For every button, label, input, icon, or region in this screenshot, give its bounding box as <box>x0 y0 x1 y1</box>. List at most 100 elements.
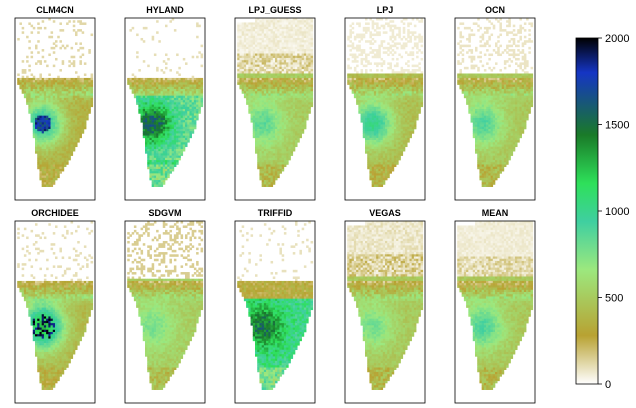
heat-cell <box>347 77 350 81</box>
heat-cell <box>77 137 80 141</box>
heat-cell <box>173 84 177 88</box>
heat-cell <box>398 95 401 99</box>
heat-cell <box>21 75 25 79</box>
heat-cell <box>292 66 296 70</box>
heat-cell <box>153 148 157 152</box>
heat-cell <box>261 153 265 156</box>
heat-cell <box>248 29 251 32</box>
heat-cell <box>133 75 137 79</box>
heat-cell <box>310 18 314 21</box>
heat-cell <box>41 128 45 132</box>
heat-cell <box>286 60 289 63</box>
heat-cell <box>147 128 150 132</box>
heat-cell <box>156 109 159 112</box>
heat-cell <box>279 151 282 154</box>
heat-cell <box>43 146 47 150</box>
heat-cell <box>400 55 404 59</box>
heat-cell <box>290 73 294 77</box>
heat-cell <box>310 60 314 63</box>
heat-cell <box>277 91 280 94</box>
heat-cell <box>257 29 260 32</box>
heat-cell <box>147 115 150 119</box>
heat-cell <box>301 126 305 130</box>
heat-cell <box>272 80 276 83</box>
heat-cell <box>272 44 276 48</box>
heat-cell <box>261 93 265 96</box>
heat-cell <box>306 35 309 39</box>
heat-cell <box>41 140 45 143</box>
heat-cell <box>171 113 175 116</box>
heat-cell <box>39 89 42 92</box>
heat-cell <box>158 177 161 181</box>
heat-cell <box>61 82 65 85</box>
heat-cell <box>286 135 289 139</box>
heat-cell <box>173 86 177 90</box>
heat-cell <box>48 133 51 136</box>
heat-cell <box>169 135 172 139</box>
heat-cell <box>142 106 146 110</box>
heat-cell <box>63 124 67 128</box>
heat-cell <box>178 157 181 161</box>
heat-cell <box>259 35 262 39</box>
heat-cell <box>173 89 177 92</box>
heat-cell <box>52 115 56 119</box>
heat-cell <box>48 180 51 183</box>
heat-cell <box>46 180 49 183</box>
heat-cell <box>252 131 256 134</box>
heat-cell <box>48 175 51 179</box>
heat-cell <box>261 111 265 114</box>
heat-cell <box>63 140 67 143</box>
heat-cell <box>66 97 69 101</box>
heat-cell <box>160 133 164 136</box>
heat-cell <box>165 77 168 81</box>
heat-cell <box>158 104 161 108</box>
heat-cell <box>255 140 258 143</box>
heat-cell <box>268 102 271 105</box>
heat-cell <box>48 77 51 81</box>
heat-cell <box>246 42 249 45</box>
heat-cell <box>167 137 170 141</box>
heat-cell <box>171 160 175 163</box>
heat-cell <box>299 71 302 74</box>
heat-cell <box>66 137 69 141</box>
heat-cell <box>189 95 192 99</box>
heat-cell <box>198 109 201 112</box>
heat-cell <box>268 131 271 134</box>
heat-cell <box>167 120 170 123</box>
heat-cell <box>270 40 274 43</box>
heat-cell <box>277 102 280 105</box>
heat-cell <box>288 137 291 141</box>
heat-cell <box>252 80 256 83</box>
heat-cell <box>257 44 260 48</box>
panel-clm4cn: CLM4CN <box>14 5 96 201</box>
heat-cell <box>400 75 404 79</box>
heat-cell <box>286 102 289 105</box>
heat-cell <box>66 126 69 130</box>
heat-cell <box>196 106 199 110</box>
heat-cell <box>263 95 267 99</box>
heat-cell <box>299 18 302 21</box>
heat-cell <box>257 57 260 61</box>
heat-cell <box>259 124 262 128</box>
heat-cell <box>290 86 294 90</box>
heat-cell <box>261 173 265 176</box>
heat-cell <box>272 160 276 163</box>
heat-cell <box>277 37 280 41</box>
heat-cell <box>409 77 412 81</box>
heat-cell <box>261 40 265 43</box>
heat-cell <box>266 120 269 123</box>
heat-cell <box>61 117 65 121</box>
heat-cell <box>418 84 421 88</box>
heat-cell <box>263 89 267 92</box>
heat-cell <box>380 40 384 43</box>
heat-cell <box>173 115 177 119</box>
heat-cell <box>420 73 424 77</box>
heat-cell <box>185 80 188 83</box>
heat-cell <box>405 91 408 94</box>
heat-cell <box>277 86 280 90</box>
heat-cell <box>281 75 285 79</box>
heat-cell <box>353 37 357 41</box>
heat-cell <box>283 102 287 105</box>
heat-cell <box>281 122 285 125</box>
heat-cell <box>26 82 29 85</box>
